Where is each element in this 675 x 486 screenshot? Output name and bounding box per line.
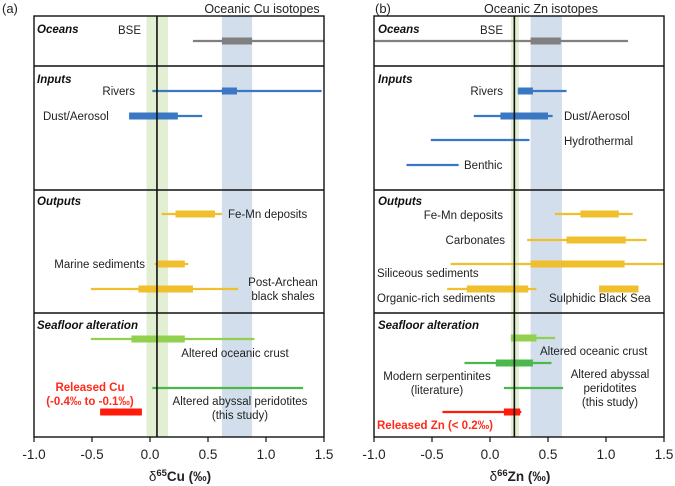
a-panel-label: (a): [2, 1, 18, 16]
a-label-aap2: (this study): [212, 410, 268, 422]
b-label-aap3: (this study): [582, 397, 638, 409]
b-tick-label-4: 1.0: [597, 447, 616, 462]
a-label-dust: Dust/Aerosol: [43, 111, 109, 123]
a-section-seafloor: Seafloor alteration: [37, 320, 138, 332]
b-tick-label-2: 0.0: [481, 447, 500, 462]
a-xlabel-rest: Cu (‰): [167, 469, 211, 484]
b-box-10: [510, 334, 537, 342]
a-box-6: [131, 335, 185, 343]
a-tick-label-4: 1.0: [257, 447, 276, 462]
a-tick-label-1: -0.5: [80, 447, 103, 462]
b-blue-band: [530, 16, 562, 437]
b-marks: [374, 37, 664, 416]
b-label-ms2: (literature): [411, 385, 464, 397]
b-label-femn: Fe-Mn deposits: [424, 210, 504, 222]
b-box-13: [503, 408, 521, 416]
a-marks: [90, 37, 324, 416]
b-box-6: [566, 236, 626, 244]
b-x-ticks: -1.0 -0.5 0.0 0.5 1.0 1.5: [362, 437, 673, 462]
a-xlabel-delta: δ: [149, 469, 157, 484]
b-label-sil: Siliceous sediments: [377, 268, 479, 280]
a-tick-label-3: 0.5: [199, 447, 218, 462]
b-x-axis-label: δ66Zn (‰): [490, 468, 551, 484]
a-label-released1: Released Cu: [55, 382, 124, 394]
b-tick-label-1: -0.5: [420, 447, 443, 462]
b-label-hydro: Hydrothermal: [564, 136, 633, 148]
a-tick-label-5: 1.5: [315, 447, 334, 462]
a-section-oceans: Oceans: [37, 24, 79, 36]
a-label-bse: BSE: [118, 25, 141, 37]
b-section-seafloor: Seafloor alteration: [378, 320, 479, 332]
b-label-aap1: Altered abyssal: [571, 369, 650, 381]
b-xlabel-delta: δ: [490, 469, 498, 484]
b-label-ms1: Modern serpentinites: [383, 371, 491, 383]
panel-a: -1.0 -0.5 0.0 0.5 1.0 1.5 (a) Oceanic Cu isot…: [2, 1, 333, 484]
a-tick-label-2: 0.0: [141, 447, 160, 462]
a-label-aoc: Altered oceanic crust: [181, 348, 289, 360]
b-label-sulph: Sulphidic Black Sea: [549, 293, 651, 305]
a-label-pa1: Post-Archean: [248, 277, 318, 289]
b-label-bse: BSE: [480, 25, 503, 37]
a-section-outputs: Outputs: [37, 196, 81, 208]
b-label-aoc: Altered oceanic crust: [540, 346, 648, 358]
a-frame: [33, 15, 325, 438]
a-box-8: [100, 408, 142, 416]
a-box-0: [221, 37, 253, 45]
b-section-outputs: Outputs: [378, 196, 422, 208]
b-panel-label: (b): [375, 1, 391, 16]
a-box-2: [129, 112, 178, 120]
b-tick-label-3: 0.5: [539, 447, 558, 462]
a-label-femn: Fe-Mn deposits: [228, 209, 308, 221]
a-label-marine: Marine sediments: [54, 259, 145, 271]
b-label-carb: Carbonates: [446, 235, 506, 247]
b-box-1: [517, 87, 533, 95]
b-box-0: [530, 37, 561, 45]
a-tick-label-0: -1.0: [22, 447, 45, 462]
b-box-5: [580, 210, 619, 218]
a-label-rivers: Rivers: [102, 86, 135, 98]
b-xlabel-sup: 66: [497, 468, 508, 479]
a-section-dividers: [34, 65, 324, 314]
a-section-inputs: Inputs: [37, 74, 72, 86]
b-label-dust: Dust/Aerosol: [564, 111, 630, 123]
b-title: Oceanic Zn isotopes: [484, 2, 598, 16]
b-frame: [373, 15, 665, 438]
a-label-aap1: Altered abyssal peridotites: [173, 396, 308, 408]
a-x-axis-label: δ65Cu (‰): [149, 468, 211, 484]
b-label-benthic: Benthic: [464, 160, 503, 172]
a-blue-band: [221, 16, 253, 437]
b-tick-label-0: -1.0: [362, 447, 385, 462]
b-section-oceans: Oceans: [378, 24, 420, 36]
b-label-released: Released Zn (< 0.2‰): [377, 420, 493, 432]
panel-b: -1.0 -0.5 0.0 0.5 1.0 1.5 (b) Oceanic Zn isot…: [362, 1, 673, 484]
b-box-2: [500, 112, 548, 120]
b-tick-label-5: 1.5: [655, 447, 674, 462]
a-box-5: [138, 285, 193, 293]
a-box-4: [158, 260, 185, 268]
b-box-9: [599, 285, 639, 293]
a-box-3: [175, 210, 215, 218]
b-label-org: Organic-rich sediments: [377, 293, 495, 305]
a-title: Oceanic Cu isotopes: [204, 2, 319, 16]
a-label-pa2: black shales: [251, 291, 315, 303]
b-section-dividers: [374, 65, 664, 314]
a-x-ticks: -1.0 -0.5 0.0 0.5 1.0 1.5: [22, 437, 333, 462]
b-box-8: [466, 285, 529, 293]
b-label-rivers: Rivers: [470, 86, 503, 98]
a-box-1: [221, 87, 237, 95]
a-xlabel-sup: 65: [156, 468, 167, 479]
b-box-7: [530, 260, 625, 268]
b-label-aap2: peridotites: [583, 383, 636, 395]
a-label-released2: (-0.4‰ to -0.1‰): [46, 396, 134, 408]
b-xlabel-rest: Zn (‰): [508, 469, 551, 484]
b-section-inputs: Inputs: [378, 74, 413, 86]
